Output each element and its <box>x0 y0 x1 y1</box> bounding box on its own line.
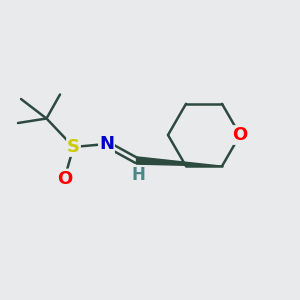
Text: O: O <box>57 169 72 188</box>
Polygon shape <box>136 157 222 166</box>
Text: N: N <box>99 135 114 153</box>
Text: H: H <box>131 167 145 184</box>
Text: O: O <box>232 126 247 144</box>
Text: S: S <box>67 138 80 156</box>
